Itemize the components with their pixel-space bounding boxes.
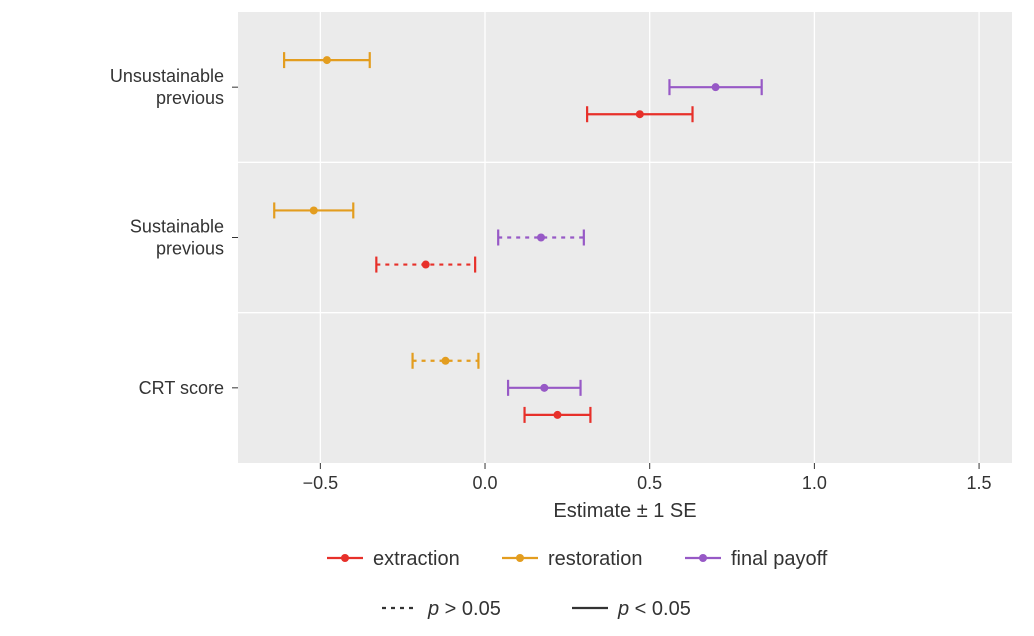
svg-text:p < 0.05: p < 0.05 xyxy=(617,598,691,620)
svg-text:previous: previous xyxy=(156,239,224,259)
svg-text:p > 0.05: p > 0.05 xyxy=(427,598,501,620)
svg-text:Sustainable: Sustainable xyxy=(130,217,224,237)
chart-svg: −0.5 0.0 0.5 1.0 1.5 Estimate ± 1 SE Unsustain… xyxy=(0,0,1034,636)
svg-text:previous: previous xyxy=(156,88,224,108)
svg-text:final payoff: final payoff xyxy=(731,548,828,570)
svg-text:CRT score: CRT score xyxy=(139,378,224,398)
svg-text:−0.5: −0.5 xyxy=(303,473,339,493)
svg-text:0.5: 0.5 xyxy=(637,473,662,493)
estimate-dotplot: −0.5 0.0 0.5 1.0 1.5 Estimate ± 1 SE Unsustain… xyxy=(0,0,1034,636)
svg-text:1.5: 1.5 xyxy=(967,473,992,493)
svg-text:Unsustainable: Unsustainable xyxy=(110,66,224,86)
svg-text:restoration: restoration xyxy=(548,548,643,570)
svg-text:extraction: extraction xyxy=(373,548,460,570)
svg-text:0.0: 0.0 xyxy=(473,473,498,493)
svg-text:1.0: 1.0 xyxy=(802,473,827,493)
svg-text:Estimate ± 1 SE: Estimate ± 1 SE xyxy=(553,500,696,522)
